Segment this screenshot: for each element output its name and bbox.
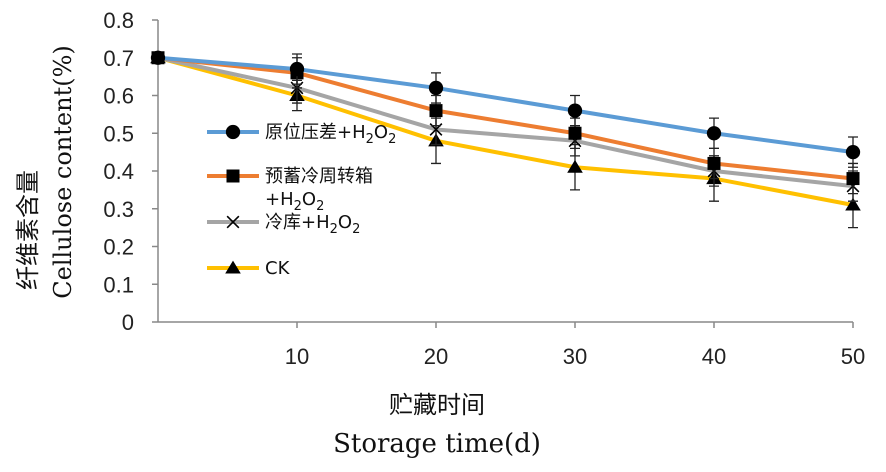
- subscript: 2: [388, 132, 396, 147]
- y-tick-label: 0.3: [103, 197, 134, 222]
- y-tick-labels: 0 0.1 0.2 0.3 0.4 0.5 0.6 0.7 0.8: [103, 8, 134, 335]
- subscript: 2: [330, 222, 338, 237]
- y-tick-label: 0: [122, 310, 134, 335]
- x-tick-label: 30: [563, 344, 587, 369]
- legend-marker: [225, 124, 241, 140]
- y-tick-label: 0.6: [103, 84, 134, 109]
- legend-label-part: O: [338, 212, 352, 233]
- y-axis-title-cn: 纤维素含量: [14, 170, 42, 290]
- legend-label: CK: [265, 258, 291, 279]
- series-line: [157, 55, 854, 189]
- data-point: [568, 126, 582, 140]
- data-point: [150, 50, 166, 65]
- series-line: [157, 55, 854, 155]
- series-group: [150, 50, 861, 229]
- legend-marker: [225, 260, 241, 274]
- legend-marker: [226, 215, 240, 229]
- data-point: [846, 172, 860, 186]
- legend-marker: [226, 169, 240, 183]
- subscript: 2: [352, 222, 360, 237]
- data-point: [428, 80, 444, 96]
- series-line: [157, 55, 854, 181]
- series-line: [157, 55, 854, 207]
- x-tick-label: 10: [285, 344, 309, 369]
- data-point: [429, 104, 443, 118]
- y-tick-label: 0.1: [103, 272, 134, 297]
- legend-label: 原位压差+H2O2: [265, 122, 396, 147]
- x-tick-label: 20: [424, 344, 448, 369]
- legend-item-3: 冷库+H2O2: [207, 212, 360, 237]
- legend-item-2: 预蓄冷周转箱+H2O2: [207, 166, 373, 214]
- y-tick-label: 0.7: [103, 46, 134, 71]
- legend-label-part: O: [374, 122, 388, 143]
- x-tick-labels: 10 20 30 40 50: [285, 344, 865, 369]
- plot-area: [152, 19, 854, 328]
- y-tick-label: 0.4: [103, 159, 134, 184]
- legend-label: 预蓄冷周转箱: [265, 166, 373, 187]
- legend-label-part: O: [302, 189, 316, 210]
- data-point: [706, 126, 722, 141]
- series-2: [151, 51, 860, 195]
- x-tick-label: 50: [841, 344, 865, 369]
- data-point: [845, 197, 861, 211]
- data-point: [845, 144, 861, 160]
- legend-label-wrap: +H2O2: [265, 189, 324, 214]
- legend-label: 冷库+H2O2: [265, 212, 360, 237]
- y-axis-title-en: Cellulose content(%): [49, 45, 77, 298]
- legend-item-4: CK: [207, 258, 291, 279]
- subscript: 2: [316, 199, 324, 214]
- legend-item-1: 原位压差+H2O2: [207, 122, 396, 147]
- x-axis-title-cn: 贮藏时间: [389, 391, 485, 419]
- y-tick-label: 0.2: [103, 235, 134, 260]
- data-point: [567, 103, 583, 118]
- series-1: [150, 50, 861, 168]
- subscript: 2: [366, 132, 374, 147]
- subscript: 2: [294, 199, 302, 214]
- y-tick-label: 0.8: [103, 8, 134, 33]
- data-point: [289, 61, 305, 77]
- data-point: [567, 159, 583, 173]
- series-3: [151, 51, 860, 202]
- x-tick-label: 40: [702, 344, 726, 369]
- data-point: [707, 156, 721, 170]
- x-axis-title-en: Storage time(d): [333, 429, 541, 459]
- y-tick-label: 0.5: [103, 121, 134, 146]
